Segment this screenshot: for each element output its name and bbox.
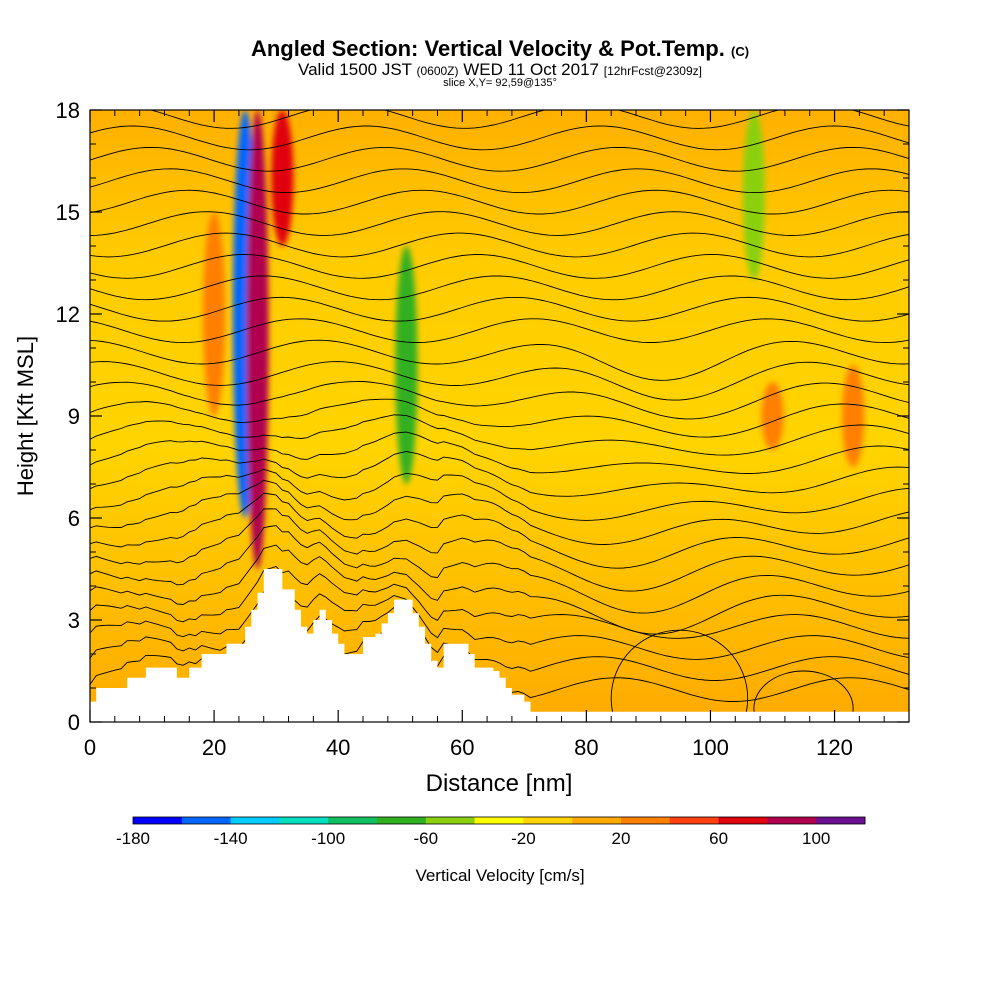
- isentrope-line: [90, 232, 909, 258]
- y-axis-label: Height [Kft MSL]: [13, 336, 38, 496]
- velocity-cell-3: [395, 246, 418, 484]
- colorbar-swatch: [718, 817, 768, 824]
- velocity-cell-1: [246, 110, 269, 569]
- isentrope-line: [90, 296, 909, 322]
- chart-subtitle: Valid 1500 JST (0600Z) WED 11 Oct 2017 […: [298, 60, 702, 79]
- colorbar-tick-label: 100: [802, 829, 830, 848]
- isentrope-line: [90, 479, 909, 545]
- x-tick-label: 20: [202, 735, 226, 760]
- y-tick-label: 12: [56, 302, 80, 327]
- isentrope-line: [90, 381, 909, 420]
- isentrope-line: [90, 492, 909, 569]
- isentrope-line: [90, 318, 909, 344]
- colorbar-swatch: [621, 817, 671, 824]
- x-tick-label: 0: [84, 735, 96, 760]
- velocity-field: [90, 110, 909, 722]
- colorbar-label: Vertical Velocity [cm/s]: [415, 866, 584, 885]
- isentrope-line: [90, 189, 909, 215]
- x-axis-label: Distance [nm]: [426, 770, 573, 797]
- colorbar-tick-label: -140: [214, 829, 248, 848]
- velocity-cell-2: [271, 110, 294, 246]
- colorbar-swatch: [767, 817, 817, 824]
- colorbar-tick-label: 20: [612, 829, 631, 848]
- isentrope-line: [149, 110, 909, 129]
- colorbar-swatch: [181, 817, 232, 824]
- colorbar-tick-label: 60: [709, 829, 728, 848]
- isentrope-line: [90, 254, 909, 279]
- terrain-mask: [90, 569, 909, 722]
- isentrope-line: [90, 468, 909, 521]
- y-tick-label: 0: [68, 710, 80, 735]
- y-tick-label: 6: [68, 506, 80, 531]
- colorbar-swatch: [230, 817, 280, 824]
- contour-loop: [610, 629, 749, 722]
- colorbar-tick-label: -20: [511, 829, 536, 848]
- y-tick-label: 3: [68, 608, 80, 633]
- isentrope-line: [90, 125, 909, 151]
- x-tick-label: 120: [816, 735, 853, 760]
- isentrope-line: [90, 544, 909, 635]
- colorbar-tick-label: -60: [414, 829, 439, 848]
- contour-loop: [753, 670, 854, 722]
- isentrope-line: [90, 414, 909, 456]
- x-tick-label: 60: [450, 735, 474, 760]
- isentrope-line: [90, 168, 909, 194]
- colorbar-swatch: [669, 817, 720, 824]
- x-tick-label: 40: [326, 735, 350, 760]
- colorbar-swatch: [377, 817, 427, 824]
- isentrope-line: [90, 565, 909, 639]
- colorbar-tick-label: -180: [116, 829, 150, 848]
- x-tick-label: 80: [574, 735, 598, 760]
- isentrope-line: [90, 339, 909, 381]
- colorbar-swatch: [474, 817, 524, 824]
- isentrope-line: [90, 146, 909, 172]
- y-tick-label: 18: [56, 98, 80, 123]
- slice-label: slice X,Y= 92,59@135°: [443, 77, 557, 89]
- colorbar-swatch: [133, 817, 183, 824]
- colorbar-swatch: [425, 817, 476, 824]
- velocity-cell-4: [742, 110, 765, 280]
- colorbar-swatch: [572, 817, 622, 824]
- isentrope-line: [90, 275, 909, 301]
- y-tick-label: 15: [56, 200, 80, 225]
- colorbar-swatch: [816, 817, 866, 824]
- colorbar-frame: [132, 816, 866, 825]
- velocity-cell-6: [842, 365, 865, 467]
- colorbar-swatch: [279, 817, 329, 824]
- isentrope-line: [90, 361, 909, 401]
- y-tick-label: 9: [68, 404, 80, 429]
- isentrope-line: [90, 525, 909, 614]
- isentrope-line: [90, 211, 909, 236]
- colorbar-swatch: [523, 817, 573, 824]
- x-tick-label: 100: [692, 735, 729, 760]
- velocity-cell-7: [761, 382, 784, 450]
- colorbar-tick-label: -100: [311, 829, 345, 848]
- isentrope-line: [90, 451, 909, 497]
- isentrope-line: [90, 508, 909, 592]
- colorbar: -180 -140 -100 -60 -20 20 60 100: [116, 816, 866, 848]
- velocity-cell-5: [203, 212, 226, 416]
- chart-title: Angled Section: Vertical Velocity & Pot.…: [250, 36, 750, 61]
- isentrope-line: [90, 398, 909, 438]
- colorbar-swatch: [328, 817, 378, 824]
- isentrope-line: [90, 587, 909, 660]
- isentrope-line: [90, 431, 909, 474]
